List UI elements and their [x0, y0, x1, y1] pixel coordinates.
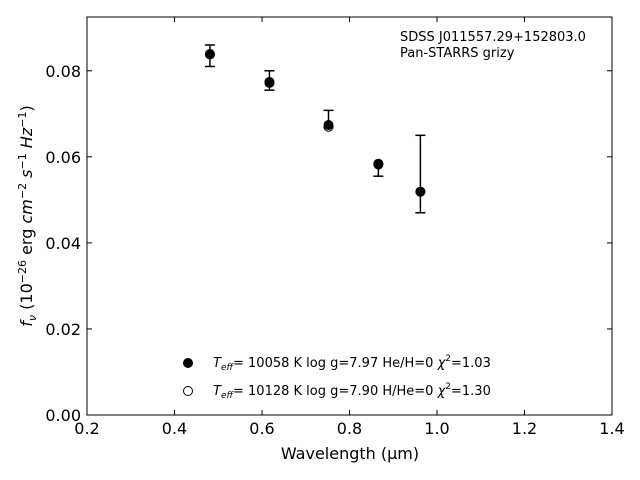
- x-tick-label: 1.0: [424, 419, 449, 438]
- x-tick-label: 1.4: [599, 419, 624, 438]
- y-tick-label: 0.08: [45, 62, 81, 81]
- y-axis-ticks: 0.00 0.02 0.04 0.06 0.08: [45, 62, 612, 425]
- point-filled: [264, 76, 275, 87]
- x-axis-ticks: 0.2 0.4 0.6 0.8 1.0 1.2 1.4: [74, 17, 625, 438]
- legend-entry-1: Teff= 10058 K log g=7.97 He/H=0 χ2=1.03: [213, 354, 491, 373]
- x-tick-label: 0.8: [337, 419, 362, 438]
- x-tick-label: 0.6: [249, 419, 274, 438]
- point-filled: [415, 186, 426, 197]
- y-tick-label: 0.00: [45, 406, 81, 425]
- point-filled: [373, 159, 384, 170]
- legend: Teff= 10058 K log g=7.97 He/H=0 χ2=1.03 …: [183, 354, 491, 401]
- point-filled: [204, 49, 215, 60]
- legend-marker-filled: [183, 358, 193, 368]
- y-tick-label: 0.06: [45, 148, 81, 167]
- data-points: [204, 49, 426, 197]
- y-axis-label: fν (10−26 erg cm−2 s−1 Hz−1): [16, 105, 39, 326]
- annotation-survey: Pan-STARRS grizy: [400, 46, 515, 61]
- annotation-object-name: SDSS J011557.29+152803.0: [400, 30, 586, 45]
- point-filled: [323, 119, 334, 130]
- x-tick-label: 0.2: [74, 419, 99, 438]
- y-tick-label: 0.04: [45, 234, 81, 253]
- x-axis-label: Wavelength (μm): [281, 444, 419, 463]
- y-tick-label: 0.02: [45, 320, 81, 339]
- legend-entry-2: Teff= 10128 K log g=7.90 H/He=0 χ2=1.30: [213, 382, 491, 401]
- x-tick-label: 1.2: [512, 419, 537, 438]
- error-bars: [204, 44, 426, 214]
- x-tick-label: 0.4: [162, 419, 187, 438]
- legend-marker-open: [183, 386, 193, 396]
